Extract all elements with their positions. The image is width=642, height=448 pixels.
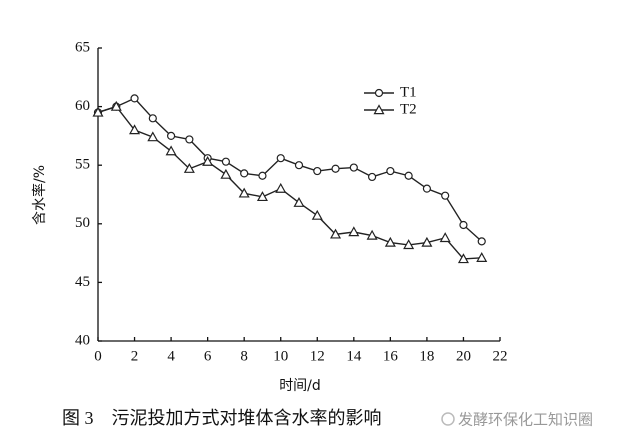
- data-point: [330, 228, 342, 239]
- data-point: [404, 171, 413, 180]
- data-point: [439, 232, 451, 243]
- data-point: [166, 131, 176, 140]
- data-point: [240, 169, 249, 178]
- x-tick-label: 2: [131, 348, 139, 364]
- data-point: [221, 157, 231, 166]
- x-tick-label: 22: [493, 348, 508, 364]
- data-point: [220, 168, 232, 179]
- series-line: [97, 97, 483, 242]
- data-point: [457, 253, 469, 264]
- y-tick-label: 65: [75, 39, 90, 55]
- caption: 图 3 污泥投加方式对堆体含水率的影响: [62, 408, 382, 428]
- y-tick-label: 55: [75, 157, 90, 173]
- x-tick-label: 8: [240, 348, 248, 364]
- data-point: [129, 124, 141, 135]
- y-tick-label: 40: [75, 332, 90, 348]
- data-point: [422, 184, 432, 193]
- data-point: [165, 145, 177, 156]
- data-point: [258, 171, 267, 180]
- data-point: [294, 161, 304, 170]
- data-point: [313, 166, 322, 176]
- x-axis-label: 时间/d: [279, 378, 321, 394]
- data-point: [403, 239, 415, 250]
- legend-marker: [373, 104, 385, 115]
- data-point: [238, 187, 250, 198]
- data-point: [367, 172, 377, 182]
- data-point: [331, 164, 340, 173]
- x-tick-label: 12: [310, 348, 325, 364]
- data-point: [349, 163, 358, 172]
- y-axis-label: 含水率/%: [31, 165, 48, 225]
- data-point: [293, 196, 305, 207]
- x-tick-label: 16: [383, 348, 399, 364]
- data-point: [348, 226, 360, 237]
- data-point: [202, 155, 214, 166]
- data-point: [311, 209, 323, 220]
- data-point: [185, 135, 194, 144]
- data-point: [459, 220, 468, 230]
- y-tick-label: 50: [75, 215, 90, 231]
- data-point: [147, 131, 159, 142]
- data-point: [183, 162, 195, 173]
- data-point: [477, 237, 486, 246]
- data-point: [256, 191, 268, 202]
- data-point: [130, 94, 139, 103]
- y-tick-label: 60: [75, 98, 90, 114]
- legend-marker: [374, 88, 384, 98]
- x-tick-label: 0: [94, 348, 102, 364]
- watermark: 发酵环保化工知识圈: [458, 411, 593, 429]
- watermark-icon: [441, 412, 455, 426]
- series-line: [97, 105, 482, 260]
- x-tick-label: 14: [346, 348, 362, 364]
- data-point: [476, 252, 488, 262]
- data-point: [275, 182, 287, 193]
- x-tick-label: 4: [167, 348, 175, 364]
- legend-label: T1: [400, 84, 417, 100]
- data-point: [384, 236, 396, 247]
- legend-label: T2: [400, 101, 417, 117]
- data-point: [366, 229, 378, 240]
- data-point: [441, 191, 450, 200]
- x-tick-label: 10: [273, 348, 288, 364]
- x-tick-label: 6: [204, 348, 212, 364]
- data-point: [148, 114, 157, 123]
- y-tick-label: 45: [75, 274, 90, 290]
- data-point: [421, 236, 433, 247]
- data-point: [386, 166, 395, 176]
- x-tick-label: 20: [456, 348, 471, 364]
- data-point: [92, 106, 104, 117]
- data-point: [276, 154, 285, 163]
- data-point: [110, 100, 122, 111]
- x-tick-label: 18: [419, 348, 434, 364]
